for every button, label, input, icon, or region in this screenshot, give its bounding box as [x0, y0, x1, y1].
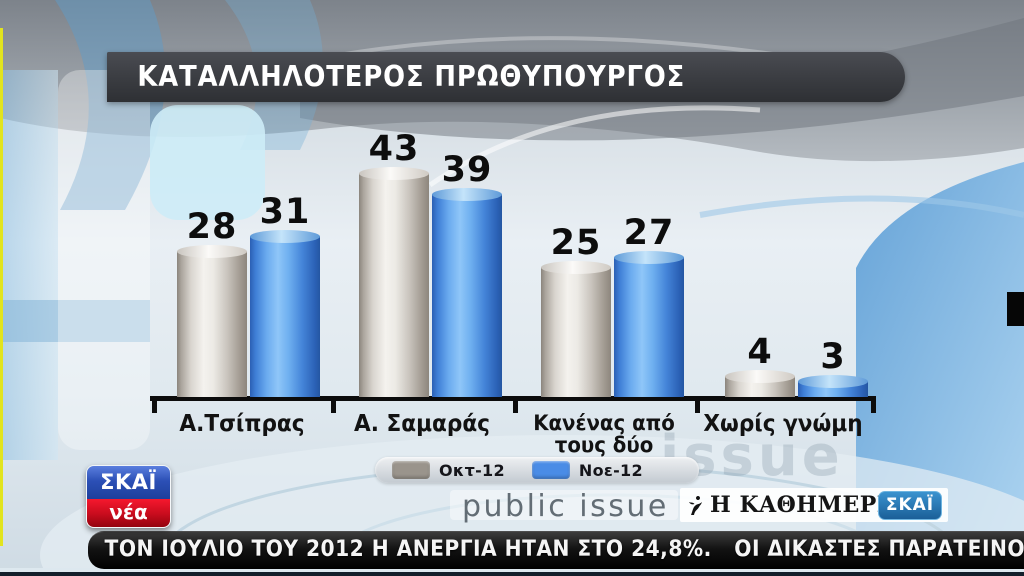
bar-Νοε-12-2 — [614, 251, 684, 397]
category-label: Κανένας από τους δύο — [533, 411, 675, 458]
bottom-divider-light — [0, 568, 1024, 572]
left-edge-line — [0, 28, 3, 546]
pollster-strip — [450, 490, 678, 520]
bar-value: 31 — [259, 192, 311, 232]
axis-tick — [152, 396, 157, 413]
bar-value: 27 — [623, 213, 675, 253]
bar-value: 25 — [550, 223, 602, 263]
bar-Οκτ-12-0 — [177, 245, 247, 397]
skai-nea-logo: ΣΚΑΪ νέα — [86, 465, 171, 528]
legend-label-okt: Οκτ-12 — [439, 460, 505, 480]
bar-value: 3 — [820, 337, 846, 377]
category-label: Α.Τσίπρας — [178, 411, 305, 437]
bar-Νοε-12-0 — [250, 230, 320, 397]
right-edge-box — [1007, 292, 1024, 326]
nea-logo-text: νέα — [87, 499, 170, 527]
bottom-divider-dark — [0, 572, 1024, 576]
bar-value: 43 — [368, 129, 420, 169]
axis-tick — [513, 396, 518, 413]
bar-Οκτ-12-2 — [541, 261, 611, 397]
headline-bar: ΚΑΤΑΛΛΗΛΟΤΕΡΟΣ ΠΡΩΘΥΠΟΥΡΓΟΣ — [107, 52, 905, 102]
legend-swatch-okt — [392, 461, 430, 479]
skai-badge: ΣΚΑΪ — [878, 491, 942, 520]
legend-swatch-noe — [531, 461, 570, 479]
axis-tick — [331, 396, 336, 413]
news-ticker: ΤΟΝ ΙΟΥΛΙΟ ΤΟΥ 2012 Η ΑΝΕΡΓΙΑ ΗΤΑΝ ΣΤΟ 2… — [88, 531, 1024, 569]
axis-tick — [695, 396, 700, 413]
chart-legend: Οκτ-12 Νοε-12 — [375, 457, 699, 483]
pollster-logo: public issue — [462, 489, 669, 524]
bar-Οκτ-12-1 — [359, 167, 429, 397]
bar-value: 39 — [441, 150, 493, 190]
category-label: Α. Σαμαράς — [353, 411, 491, 437]
page-title: ΚΑΤΑΛΛΗΛΟΤΕΡΟΣ ΠΡΩΘΥΠΟΥΡΓΟΣ — [137, 60, 686, 93]
ticker-text: ΤΟΝ ΙΟΥΛΙΟ ΤΟΥ 2012 Η ΑΝΕΡΓΙΑ ΗΤΑΝ ΣΤΟ 2… — [104, 537, 1024, 562]
axis-tick — [871, 396, 876, 413]
category-label: Χωρίς γνώμη — [703, 411, 863, 437]
bar-Νοε-12-3 — [798, 375, 868, 397]
bar-Οκτ-12-3 — [725, 370, 795, 397]
bar-Νοε-12-1 — [432, 188, 502, 397]
bar-value: 28 — [186, 207, 238, 247]
legend-label-noe: Νοε-12 — [578, 460, 643, 480]
bar-value: 4 — [747, 332, 773, 372]
skai-logo-text: ΣΚΑΪ — [87, 466, 170, 499]
kathimerini-emblem-icon — [689, 496, 702, 515]
